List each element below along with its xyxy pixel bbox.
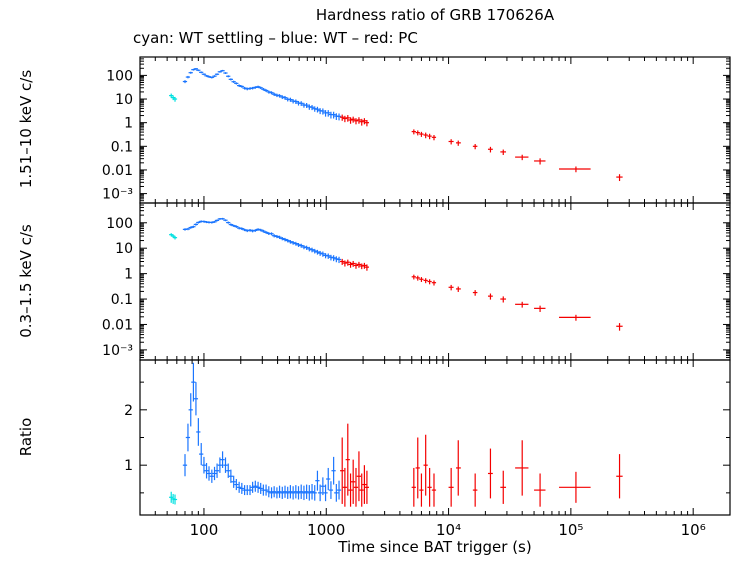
svg-text:0.01: 0.01 [102, 163, 133, 179]
svg-text:100: 100 [190, 521, 219, 539]
svg-text:10⁵: 10⁵ [558, 521, 583, 539]
chart-legend: cyan: WT settling – blue: WT – red: PC [133, 29, 418, 47]
svg-text:1000: 1000 [307, 521, 345, 539]
chart-title: Hardness ratio of GRB 170626A [315, 6, 555, 24]
svg-text:0.01: 0.01 [102, 317, 133, 333]
svg-text:0.1: 0.1 [111, 139, 133, 155]
svg-text:0.1: 0.1 [111, 292, 133, 308]
svg-text:10⁻³: 10⁻³ [102, 187, 133, 203]
svg-text:2: 2 [124, 403, 133, 419]
svg-text:10⁴: 10⁴ [436, 521, 461, 539]
x-axis-label: Time since BAT trigger (s) [338, 538, 532, 556]
svg-text:1: 1 [124, 458, 133, 474]
svg-text:10⁶: 10⁶ [681, 521, 706, 539]
svg-text:1: 1 [124, 267, 133, 283]
svg-text:10: 10 [115, 241, 133, 257]
svg-text:100: 100 [106, 68, 133, 84]
svg-text:10: 10 [115, 92, 133, 108]
svg-text:10⁻³: 10⁻³ [102, 343, 133, 359]
svg-text:100: 100 [106, 216, 133, 232]
svg-text:1: 1 [124, 116, 133, 132]
